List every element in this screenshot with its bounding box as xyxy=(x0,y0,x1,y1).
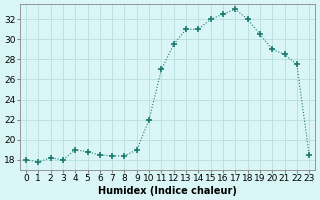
X-axis label: Humidex (Indice chaleur): Humidex (Indice chaleur) xyxy=(98,186,237,196)
